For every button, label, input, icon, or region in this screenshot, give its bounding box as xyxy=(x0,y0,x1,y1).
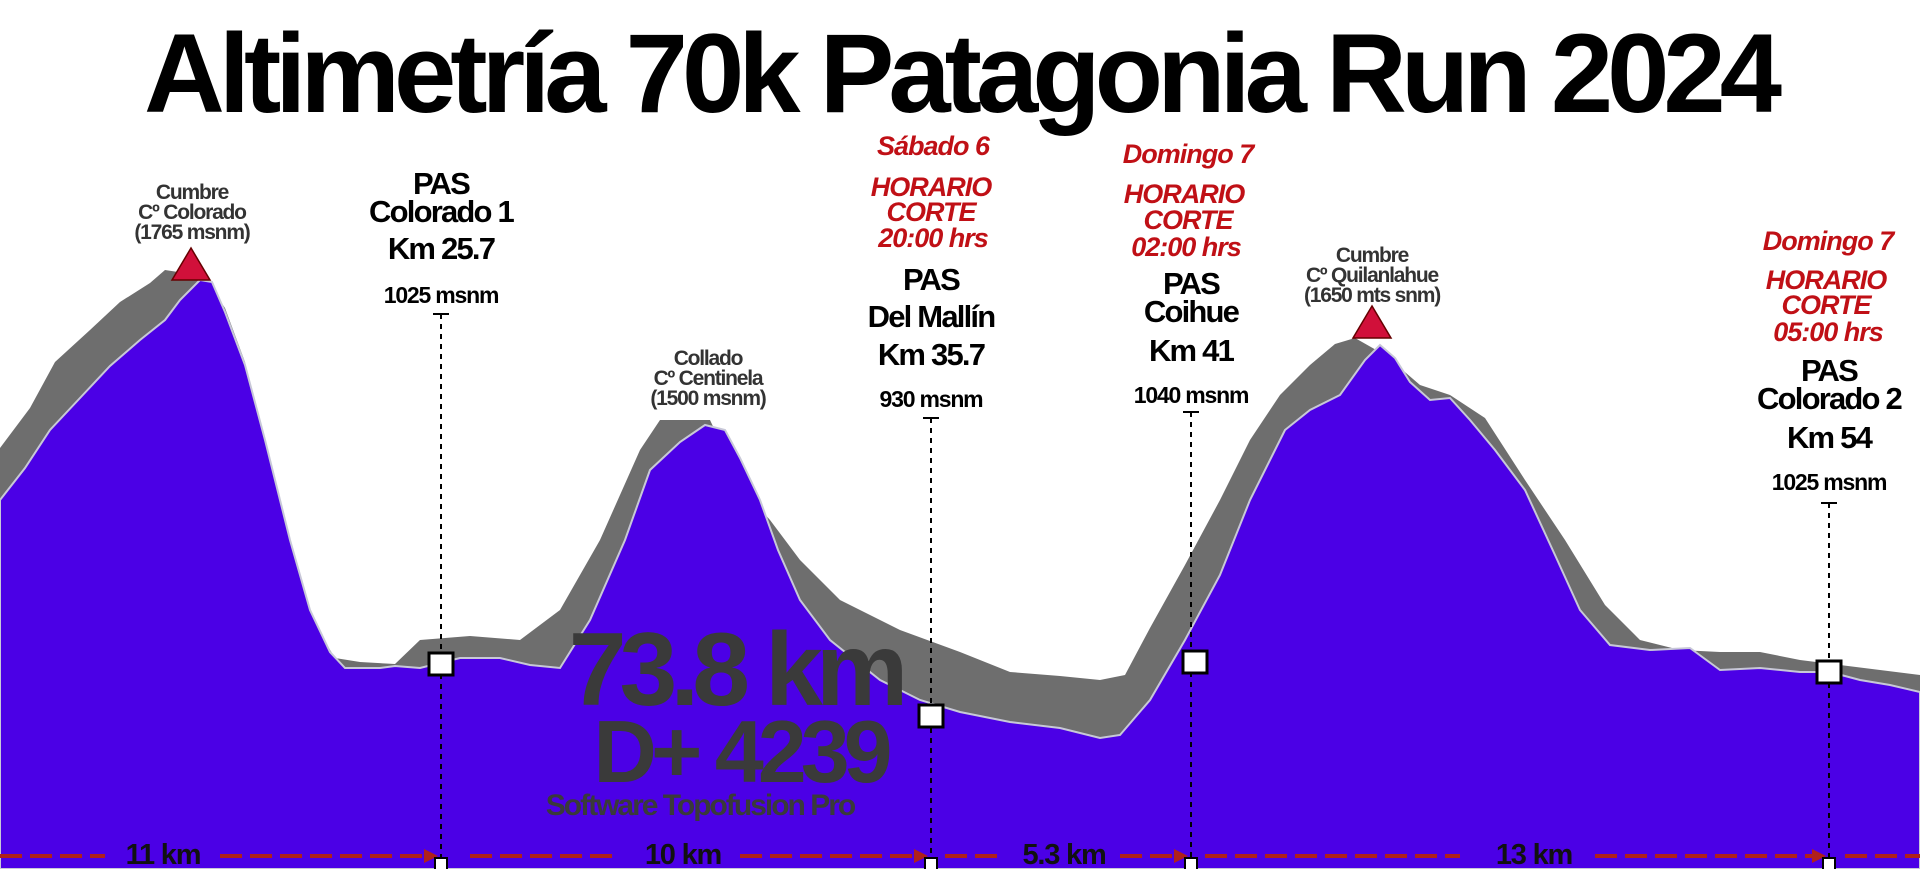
svg-text:Cº Colorado: Cº Colorado xyxy=(138,201,246,224)
svg-text:Km 25.7: Km 25.7 xyxy=(388,231,495,266)
svg-text:HORARIO: HORARIO xyxy=(871,172,992,202)
svg-text:(1765 msnm): (1765 msnm) xyxy=(134,221,249,244)
summit-label-centinela: Collado Cº Centinela (1500 msnm) xyxy=(650,347,767,410)
svg-text:Domingo 7: Domingo 7 xyxy=(1763,226,1896,256)
svg-text:20:00 hrs: 20:00 hrs xyxy=(877,223,989,253)
svg-text:CORTE: CORTE xyxy=(886,197,977,227)
elevation-gain: D+ 4239 xyxy=(593,702,889,801)
software-credit: Software Topofusion Pro xyxy=(546,789,856,822)
aid-station-coihue: Domingo 7 HORARIO CORTE 02:00 hrs PAS Co… xyxy=(1123,139,1257,869)
summit-marker-quilanlahue xyxy=(1351,304,1393,339)
svg-text:Coihue: Coihue xyxy=(1144,294,1240,329)
summary-block: 73.8 km D+ 4239 Software Topofusion Pro xyxy=(546,612,910,822)
svg-text:CORTE: CORTE xyxy=(1781,290,1872,320)
aid-station-marker xyxy=(1815,659,1843,685)
svg-text:05:00 hrs: 05:00 hrs xyxy=(1773,317,1884,347)
svg-text:Km 54: Km 54 xyxy=(1787,420,1874,455)
aid-station-marker xyxy=(427,651,455,677)
svg-text:PAS: PAS xyxy=(1801,353,1858,388)
svg-text:HORARIO: HORARIO xyxy=(1124,179,1245,209)
svg-text:Colorado 1: Colorado 1 xyxy=(369,194,514,229)
svg-text:Km 35.7: Km 35.7 xyxy=(878,337,985,372)
summit-label-quilanlahue: Cumbre Cº Quilanlahue (1650 mts snm) xyxy=(1304,244,1442,307)
total-distance: 73.8 km xyxy=(569,612,903,728)
svg-text:Collado: Collado xyxy=(674,347,743,370)
svg-text:1040 msnm: 1040 msnm xyxy=(1134,382,1249,408)
svg-text:PAS: PAS xyxy=(903,262,960,297)
aid-station-del-mallin: Sábado 6 HORARIO CORTE 20:00 hrs PAS Del… xyxy=(868,131,997,869)
profile-fill xyxy=(0,278,1920,869)
svg-text:Colorado 2: Colorado 2 xyxy=(1757,381,1901,416)
svg-text:(1500 msnm): (1500 msnm) xyxy=(650,387,765,410)
aid-station-colorado-2: Domingo 7 HORARIO CORTE 05:00 hrs PAS Co… xyxy=(1757,226,1903,869)
aid-station-marker xyxy=(917,703,945,729)
segment-label-4: 13 km xyxy=(1496,839,1572,869)
svg-text:PAS: PAS xyxy=(413,166,470,201)
summit-marker-colorado xyxy=(170,246,212,281)
segment-label-1: 11 km xyxy=(126,839,201,869)
svg-text:1025 msnm: 1025 msnm xyxy=(1772,469,1887,495)
svg-text:02:00 hrs: 02:00 hrs xyxy=(1131,232,1242,262)
svg-text:PAS: PAS xyxy=(1163,266,1220,301)
summit-label-colorado: Cumbre Cº Colorado (1765 msnm) xyxy=(134,181,251,244)
aid-station-marker xyxy=(1181,649,1209,675)
svg-text:Cº Quilanlahue: Cº Quilanlahue xyxy=(1306,264,1439,287)
segment-label-3: 5.3 km xyxy=(1022,839,1105,869)
svg-text:Del Mallín: Del Mallín xyxy=(868,299,996,334)
segment-arrowheads xyxy=(424,849,1826,863)
svg-text:(1650 mts snm): (1650 mts snm) xyxy=(1304,284,1440,307)
svg-text:Cumbre: Cumbre xyxy=(1336,244,1409,267)
svg-text:Km 41: Km 41 xyxy=(1149,333,1235,368)
svg-text:Cumbre: Cumbre xyxy=(156,181,229,204)
svg-text:Domingo 7: Domingo 7 xyxy=(1123,139,1256,169)
station-base-markers xyxy=(434,857,1836,869)
segment-label-2: 10 km xyxy=(645,839,721,869)
svg-text:CORTE: CORTE xyxy=(1143,205,1234,235)
svg-text:HORARIO: HORARIO xyxy=(1766,265,1887,295)
aid-station-colorado-1: PAS Colorado 1 Km 25.7 1025 msnm xyxy=(369,166,516,869)
svg-text:Sábado 6: Sábado 6 xyxy=(877,131,991,161)
page-title: Altimetría 70k Patagonia Run 2024 xyxy=(144,11,1782,136)
svg-text:930 msnm: 930 msnm xyxy=(880,386,984,412)
svg-text:Cº Centinela: Cº Centinela xyxy=(654,367,764,390)
svg-text:1025 msnm: 1025 msnm xyxy=(384,282,499,308)
